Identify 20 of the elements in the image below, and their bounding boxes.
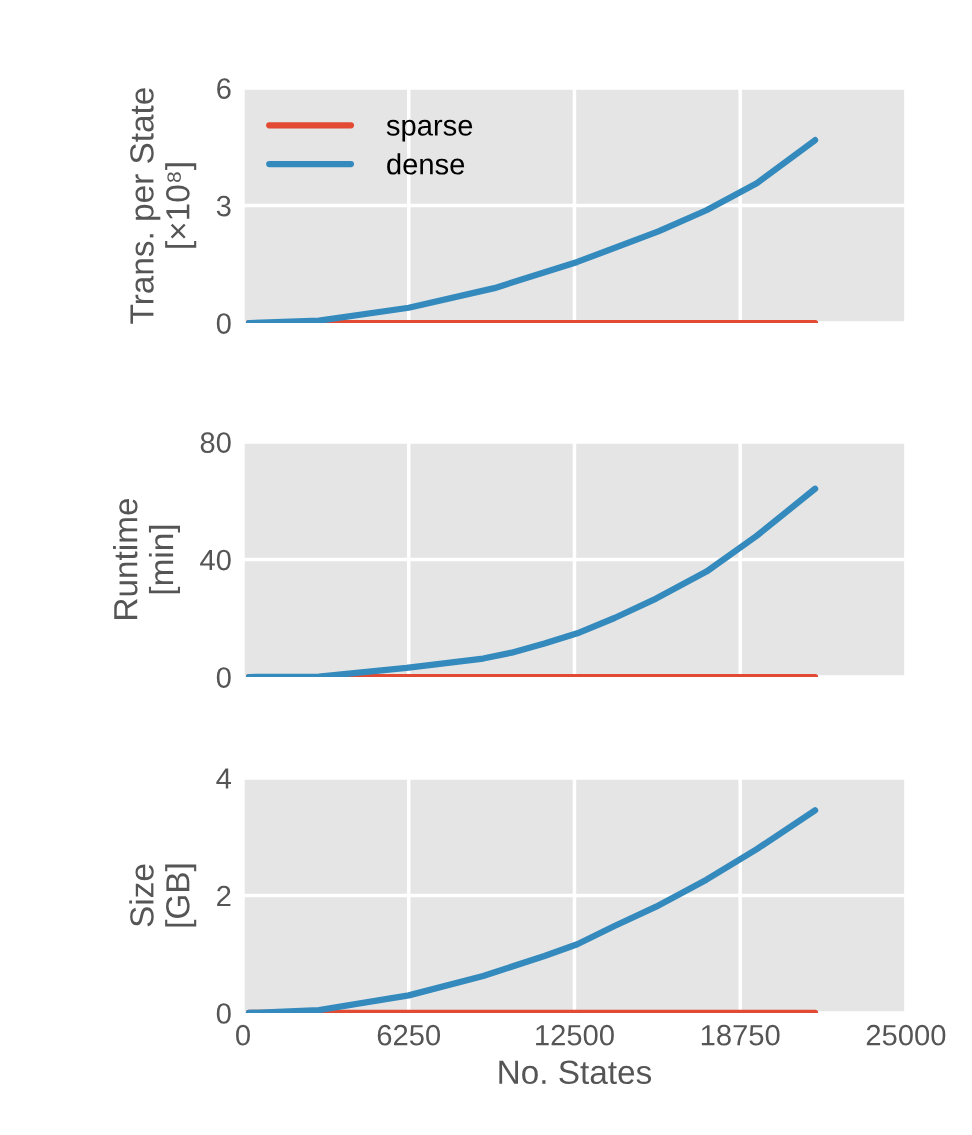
- y-tick-label: 2: [217, 885, 231, 907]
- y-axis-title: Runtime [min]: [113, 498, 181, 619]
- y-axis-title: Size [GB]: [129, 864, 197, 927]
- y-tick-label: 6: [217, 78, 231, 99]
- y-axis-title: Trans. per State [×10⁸]: [130, 88, 197, 324]
- x-tick-label: 18750: [701, 1024, 780, 1046]
- y-tick-label: 40: [200, 549, 231, 571]
- x-axis-title: No. States: [499, 1060, 652, 1085]
- y-tick-label: 0: [216, 313, 231, 334]
- y-tick-label: 80: [200, 432, 231, 453]
- x-tick-label: 0: [236, 1024, 250, 1046]
- y-tick-label: 0: [216, 1003, 231, 1024]
- y-tick-label: 0: [216, 667, 231, 688]
- legend-label: dense: [387, 153, 465, 175]
- x-tick-label: 12500: [536, 1024, 614, 1046]
- x-tick-label: 25000: [866, 1024, 946, 1046]
- x-tick-label: 6250: [377, 1024, 441, 1046]
- y-tick-label: 4: [216, 768, 232, 789]
- legend-label: sparse: [386, 119, 473, 142]
- y-tick-label: 3: [216, 195, 231, 217]
